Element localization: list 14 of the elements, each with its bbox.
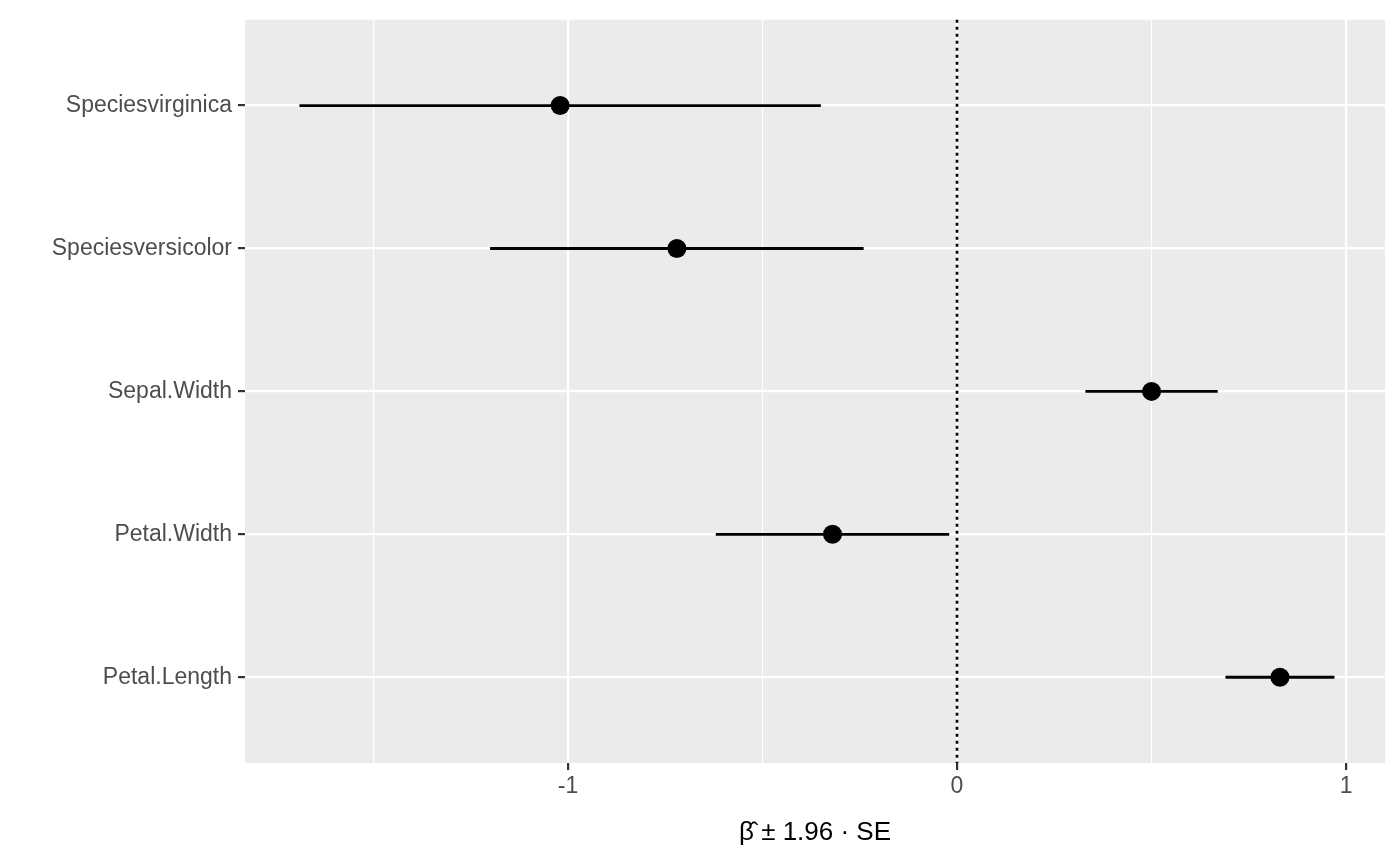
x-axis-title: β̂ ± 1.96 · SE bbox=[738, 815, 892, 846]
point bbox=[1142, 381, 1162, 401]
point bbox=[550, 96, 570, 116]
y-tick-label: Speciesversicolor bbox=[51, 233, 233, 260]
point bbox=[667, 238, 687, 258]
x-tick-label: -1 bbox=[557, 772, 579, 799]
point bbox=[1270, 667, 1290, 687]
y-tick-label: Petal.Length bbox=[102, 662, 232, 689]
x-tick-label: 1 bbox=[1339, 772, 1353, 799]
y-tick-label: Petal.Width bbox=[114, 519, 232, 546]
x-tick-label: 0 bbox=[950, 772, 964, 799]
point bbox=[823, 524, 843, 544]
y-tick-label: Speciesvirginica bbox=[65, 90, 233, 117]
y-tick-label: Sepal.Width bbox=[107, 376, 232, 403]
